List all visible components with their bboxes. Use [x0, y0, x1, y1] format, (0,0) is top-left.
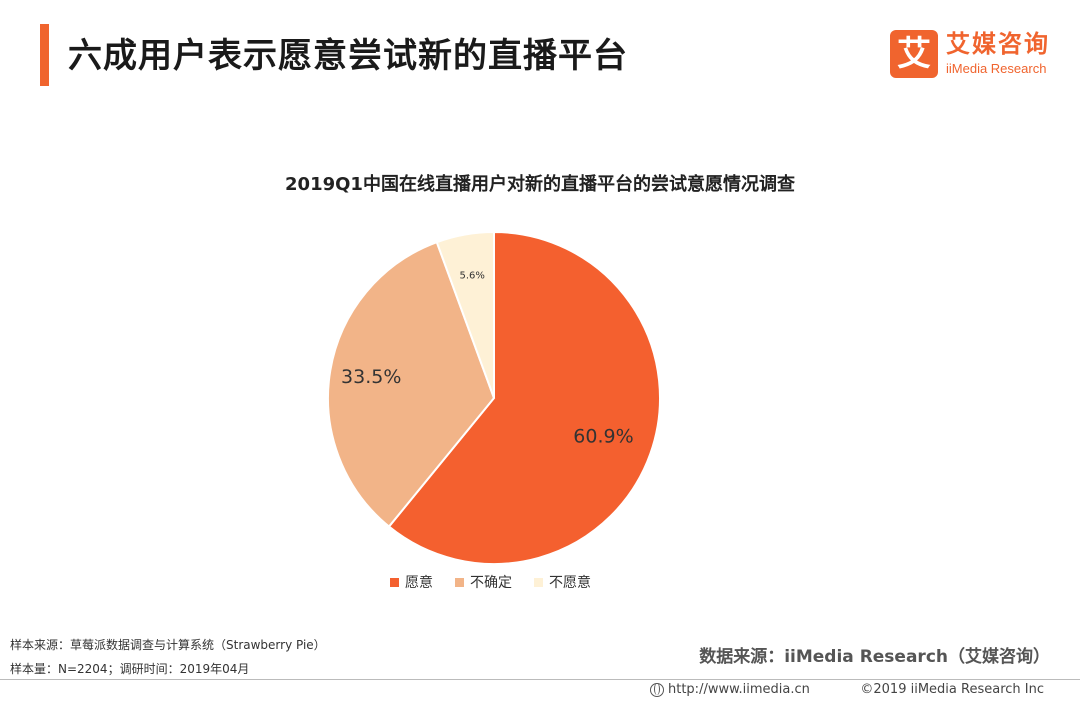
slice-willing — [387, 230, 661, 565]
legend-item-willing: 愿意 — [390, 572, 433, 592]
slice-unwilling — [435, 230, 495, 399]
slice-uncertain — [327, 240, 496, 528]
legend-label: 不愿意 — [549, 575, 591, 591]
slice-label: 60.9% — [573, 426, 633, 448]
legend-swatch — [390, 577, 399, 587]
globe-icon — [650, 682, 664, 697]
sample-size-note: 样本量：N=2204；调研时间：2019年04月 — [10, 662, 250, 676]
slice-label: 33.5% — [341, 366, 401, 388]
chart-title: 2019Q1中国在线直播用户对新的直播平台的尝试意愿情况调查 — [285, 174, 795, 195]
legend-item-uncertain: 不确定 — [455, 572, 512, 592]
logo-english-name: iiMedia Research — [946, 61, 1047, 76]
sample-source-note: 样本来源：草莓派数据调查与计算系统（Strawberry Pie） — [10, 638, 326, 652]
data-source-note: 数据来源：iiMedia Research（艾媒咨询） — [699, 647, 1050, 667]
logo-icon: 艾 — [890, 30, 938, 78]
brand-logo: 艾 艾媒咨询 iiMedia Research — [890, 30, 1060, 82]
footer-url-text[interactable]: http://www.iimedia.cn — [668, 682, 810, 697]
slice-label: 5.6% — [460, 270, 485, 281]
chart-legend: 愿意 不确定 不愿意 — [390, 572, 690, 592]
legend-swatch — [455, 577, 464, 587]
footer-link[interactable]: http://www.iimedia.cn — [650, 682, 810, 697]
title-accent-bar — [40, 24, 49, 86]
legend-item-unwilling: 不愿意 — [534, 572, 591, 592]
legend-label: 不确定 — [470, 575, 512, 591]
legend-swatch — [534, 577, 543, 587]
logo-chinese-name: 艾媒咨询 — [946, 30, 1050, 58]
legend-label: 愿意 — [405, 575, 433, 591]
footer-divider — [0, 679, 1080, 680]
page-title: 六成用户表示愿意尝试新的直播平台 — [68, 36, 628, 76]
copyright: ©2019 iiMedia Research Inc — [860, 682, 1044, 697]
